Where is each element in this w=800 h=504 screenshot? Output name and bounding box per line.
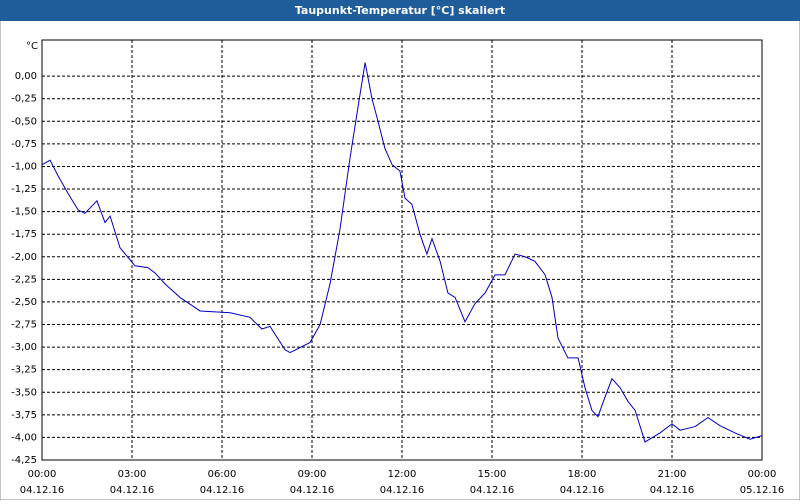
x-tick-date: 04.12.16 [110,485,155,496]
x-tick-date: 04.12.16 [650,485,695,496]
y-tick-label: -1,75 [11,229,37,240]
y-tick-label: -3,25 [11,365,37,376]
y-tick-label: -1,50 [11,207,37,218]
x-tick-date: 04.12.16 [200,485,245,496]
y-tick-label: -2,25 [11,274,37,285]
x-tick-label: 06:00 [208,469,237,480]
y-tick-label: -1,25 [11,184,37,195]
y-tick-label: -0,25 [11,94,37,105]
x-tick-date: 04.12.16 [470,485,515,496]
title-bar [0,0,800,21]
x-tick-date: 04.12.16 [380,485,425,496]
x-tick-label: 15:00 [478,469,507,480]
y-tick-label: -2,75 [11,320,37,331]
x-tick-date: 04.12.16 [290,485,335,496]
y-tick-label: -0,50 [11,116,37,127]
data-line [41,62,763,443]
y-tick-label: -3,50 [11,387,37,398]
y-tick-label: -4,00 [11,432,37,443]
x-tick-label: 03:00 [118,469,147,480]
x-tick-label: 00:00 [28,469,57,480]
x-tick-label: 00:00 [748,469,777,480]
y-tick-label: -4,25 [11,455,37,466]
y-tick-label: -1,00 [11,161,37,172]
y-tick-label: -2,50 [11,297,37,308]
y-tick-label: -3,00 [11,342,37,353]
y-tick-label: 0,00 [15,71,37,82]
y-unit: °C [26,41,38,52]
y-tick-label: -0,75 [11,139,37,150]
y-tick-label: -2,00 [11,252,37,263]
x-tick-date: 05.12.16 [740,485,785,496]
x-tick-label: 12:00 [388,469,417,480]
x-tick-date: 04.12.16 [560,485,605,496]
y-tick-label: -3,75 [11,410,37,421]
x-tick-label: 09:00 [298,469,327,480]
x-tick-label: 21:00 [658,469,687,480]
x-tick-label: 18:00 [568,469,597,480]
chart-title: Taupunkt-Temperatur [°C] skaliert [295,4,505,17]
x-tick-date: 04.12.16 [20,485,65,496]
